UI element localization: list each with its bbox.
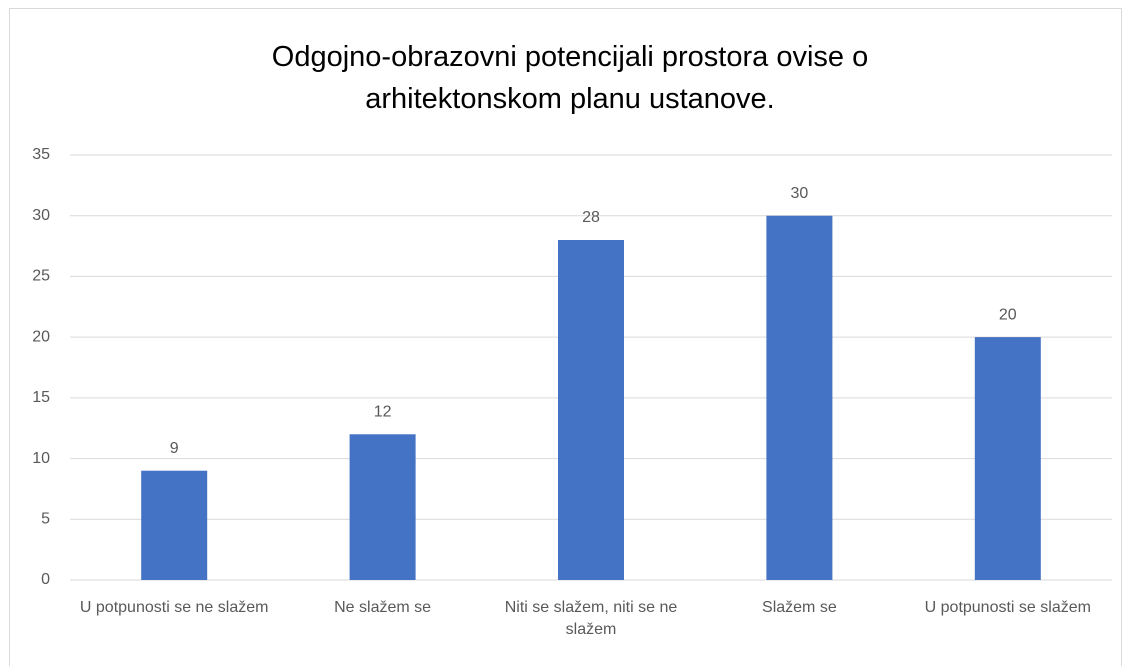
data-label: 9 <box>170 440 179 457</box>
bar <box>766 215 833 580</box>
x-tick-label: U potpunosti se ne slažem <box>79 599 269 616</box>
y-tick-label: 5 <box>41 511 50 528</box>
x-tick-label: U potpunosti se slažem <box>924 599 1091 616</box>
data-label: 30 <box>791 185 809 202</box>
bar <box>558 240 624 580</box>
data-label: 12 <box>374 404 392 421</box>
chart-title: Odgojno-obrazovni potencijali prostora o… <box>271 41 869 115</box>
x-tick-label: Niti se slažem, niti se ne slažem <box>504 599 678 638</box>
x-tick-label: Ne slažem se <box>334 599 432 616</box>
y-tick-label: 15 <box>32 389 50 406</box>
y-tick-label: 35 <box>32 146 50 163</box>
y-tick-label: 20 <box>32 328 50 345</box>
bar <box>349 434 416 580</box>
data-label: 20 <box>999 306 1017 323</box>
y-tick-label: 10 <box>32 450 50 467</box>
data-label: 28 <box>582 209 600 226</box>
bar <box>141 470 208 580</box>
x-tick-label: Slažem se <box>762 599 837 616</box>
y-tick-label: 0 <box>41 571 50 588</box>
y-tick-label: 30 <box>32 207 50 224</box>
y-tick-label: 25 <box>32 268 50 285</box>
bar <box>974 337 1041 580</box>
